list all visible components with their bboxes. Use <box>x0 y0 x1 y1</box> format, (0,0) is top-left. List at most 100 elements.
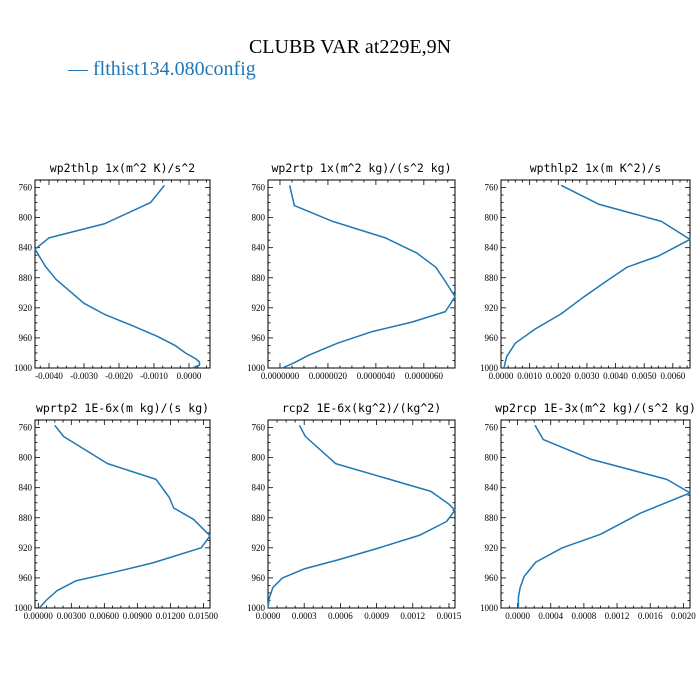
x-tick-label: -0.0020 <box>105 371 133 381</box>
y-tick-label: 960 <box>485 573 499 583</box>
panel-title: wp2thlp 1x(m^2 K)/s^2 <box>50 161 195 175</box>
plot-frame <box>267 419 456 609</box>
x-tick-label: 0.00900 <box>123 611 153 621</box>
y-tick-label: 800 <box>19 213 33 223</box>
y-tick-label: 920 <box>485 543 499 553</box>
y-tick-label: 880 <box>252 513 266 523</box>
plot-frame <box>34 419 211 609</box>
y-tick-label: 920 <box>485 303 499 313</box>
series-line <box>34 184 201 369</box>
y-tick-label: 880 <box>485 513 499 523</box>
plot-frame <box>267 179 456 369</box>
x-tick-label: 0.0000020 <box>309 371 348 381</box>
plot-frame <box>34 179 211 369</box>
y-tick-label: 1000 <box>247 603 266 613</box>
y-tick-label: 1000 <box>14 603 33 613</box>
x-tick-label: 0.0012 <box>605 611 630 621</box>
y-tick-label: 1000 <box>480 603 499 613</box>
x-tick-label: 0.0030 <box>575 371 600 381</box>
y-tick-label: 800 <box>252 213 266 223</box>
x-tick-label: 0.0004 <box>538 611 563 621</box>
panel-title: wprtp2 1E-6x(m kg)/(s kg) <box>36 401 209 415</box>
y-tick-label: 920 <box>252 543 266 553</box>
y-tick-label: 1000 <box>14 363 33 373</box>
y-tick-label: 880 <box>19 273 33 283</box>
x-tick-label: 0.0060 <box>660 371 685 381</box>
y-tick-label: 960 <box>485 333 499 343</box>
y-tick-label: 840 <box>19 483 33 493</box>
x-tick-label: 0.00300 <box>57 611 87 621</box>
panel-2: wpthlp2 1x(m K^2)/s 760 800 840 880 920 960 100… <box>480 161 691 381</box>
x-tick-label: 0.0040 <box>603 371 628 381</box>
plot-frame <box>500 179 691 369</box>
y-tick-label: 880 <box>19 513 33 523</box>
y-tick-label: 800 <box>252 453 266 463</box>
x-tick-label: 0.00000 <box>24 611 54 621</box>
x-tick-label: 0.0000 <box>489 371 514 381</box>
panel-1: wp2rtp 1x(m^2 kg)/(s^2 kg) 760 800 840 880 92… <box>247 161 456 381</box>
y-tick-label: 960 <box>252 333 266 343</box>
panel-title: wp2rtp 1x(m^2 kg)/(s^2 kg) <box>271 161 451 175</box>
x-tick-label: -0.0010 <box>140 371 168 381</box>
x-tick-label: 0.0008 <box>572 611 597 621</box>
x-tick-label: 0.0003 <box>292 611 317 621</box>
y-tick-label: 960 <box>252 573 266 583</box>
y-tick-label: 920 <box>19 303 33 313</box>
x-tick-label: 0.0020 <box>546 371 571 381</box>
y-tick-label: 920 <box>19 543 33 553</box>
x-tick-label: 0.0016 <box>638 611 663 621</box>
x-tick-label: -0.0040 <box>35 371 63 381</box>
y-tick-label: 800 <box>485 213 499 223</box>
panel-3: wprtp2 1E-6x(m kg)/(s kg)760 800 840 880 920… <box>14 401 219 621</box>
panel-title: rcp2 1E-6x(kg^2)/(kg^2) <box>282 401 441 415</box>
x-tick-label: 0.0015 <box>437 611 462 621</box>
x-tick-label: 0.0000000 <box>261 371 300 381</box>
x-tick-label: 0.0000 <box>256 611 281 621</box>
y-tick-label: 840 <box>252 243 266 253</box>
x-tick-label: 0.0000060 <box>405 371 444 381</box>
y-tick-label: 760 <box>252 183 266 193</box>
x-tick-label: 0.01200 <box>156 611 186 621</box>
y-tick-label: 840 <box>485 483 499 493</box>
x-tick-label: 0.01500 <box>189 611 219 621</box>
series-line <box>38 424 211 609</box>
y-tick-label: 800 <box>485 453 499 463</box>
y-tick-label: 760 <box>19 423 33 433</box>
x-tick-label: 0.0020 <box>671 611 696 621</box>
panel-5: wp2rcp 1E-3x(m^2 kg)/(s^2 kg) 760 800 840 88… <box>480 401 696 621</box>
panel-title: wp2rcp 1E-3x(m^2 kg)/(s^2 kg) <box>495 401 696 415</box>
y-tick-label: 800 <box>19 453 33 463</box>
x-tick-label: 0.0012 <box>400 611 425 621</box>
y-tick-label: 920 <box>252 303 266 313</box>
y-tick-label: 840 <box>485 243 499 253</box>
plot-frame <box>500 419 691 609</box>
panel-title: wpthlp2 1x(m K^2)/s <box>530 161 662 175</box>
y-tick-label: 1000 <box>247 363 266 373</box>
y-tick-label: 960 <box>19 333 33 343</box>
x-tick-label: 0.0010 <box>517 371 542 381</box>
x-tick-label: -0.0030 <box>70 371 98 381</box>
y-tick-label: 960 <box>19 573 33 583</box>
figure-title: CLUBB VAR at229E,9N <box>248 36 452 58</box>
y-tick-label: 760 <box>485 183 499 193</box>
y-tick-label: 880 <box>485 273 499 283</box>
y-tick-label: 840 <box>19 243 33 253</box>
x-tick-label: 0.0006 <box>328 611 353 621</box>
y-tick-label: 880 <box>252 273 266 283</box>
x-tick-label: 0.0000040 <box>357 371 396 381</box>
x-tick-label: 0.0050 <box>632 371 657 381</box>
y-tick-label: 760 <box>252 423 266 433</box>
series-line <box>282 185 456 369</box>
y-tick-label: 760 <box>19 183 33 193</box>
series-line <box>267 424 456 609</box>
legend-entry: — flthist134.080config <box>68 58 256 80</box>
x-tick-label: 0.0000 <box>177 371 202 381</box>
panel-0: wp2thlp 1x(m^2 K)/s^2 760 800 840 880 920 960 1… <box>14 161 211 381</box>
x-tick-label: 0.0000 <box>505 611 530 621</box>
panel-4: rcp2 1E-6x(kg^2)/(kg^2) 760 800 840 880 920 96… <box>247 401 462 621</box>
x-tick-label: 0.00600 <box>90 611 120 621</box>
y-tick-label: 840 <box>252 483 266 493</box>
series-line <box>517 424 691 608</box>
x-tick-label: 0.0009 <box>364 611 389 621</box>
